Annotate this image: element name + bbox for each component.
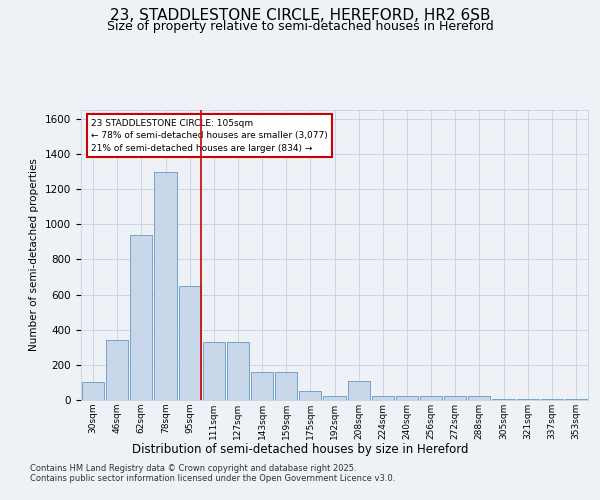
Bar — [396, 396, 418, 400]
Text: Size of property relative to semi-detached houses in Hereford: Size of property relative to semi-detach… — [107, 20, 493, 33]
Text: Distribution of semi-detached houses by size in Hereford: Distribution of semi-detached houses by … — [132, 442, 468, 456]
Bar — [444, 396, 466, 400]
Bar — [299, 391, 322, 400]
Bar — [154, 172, 176, 400]
Bar — [565, 399, 587, 400]
Bar — [493, 399, 515, 400]
Bar — [517, 399, 539, 400]
Bar — [275, 372, 298, 400]
Bar — [468, 396, 490, 400]
Bar — [420, 396, 442, 400]
Bar — [82, 382, 104, 400]
Text: 23 STADDLESTONE CIRCLE: 105sqm
← 78% of semi-detached houses are smaller (3,077): 23 STADDLESTONE CIRCLE: 105sqm ← 78% of … — [91, 118, 328, 152]
Bar — [227, 342, 249, 400]
Bar — [371, 396, 394, 400]
Text: Contains HM Land Registry data © Crown copyright and database right 2025.: Contains HM Land Registry data © Crown c… — [30, 464, 356, 473]
Bar — [203, 342, 225, 400]
Text: 23, STADDLESTONE CIRCLE, HEREFORD, HR2 6SB: 23, STADDLESTONE CIRCLE, HEREFORD, HR2 6… — [110, 8, 490, 22]
Bar — [347, 380, 370, 400]
Bar — [130, 235, 152, 400]
Text: Contains public sector information licensed under the Open Government Licence v3: Contains public sector information licen… — [30, 474, 395, 483]
Bar — [179, 286, 201, 400]
Bar — [541, 399, 563, 400]
Bar — [106, 340, 128, 400]
Bar — [251, 372, 273, 400]
Bar — [323, 396, 346, 400]
Y-axis label: Number of semi-detached properties: Number of semi-detached properties — [29, 158, 40, 352]
